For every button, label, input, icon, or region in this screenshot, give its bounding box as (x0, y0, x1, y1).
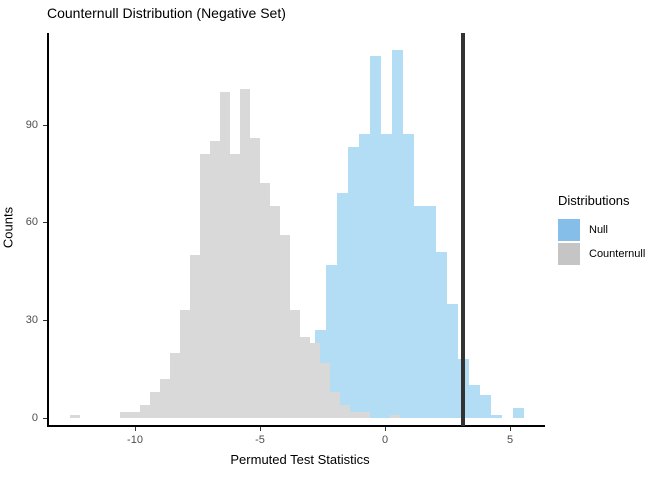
y-axis-label: Counts (0, 206, 16, 249)
histogram-bar-counternull (180, 310, 190, 418)
histogram-bar-null (447, 303, 458, 418)
legend-label-counternull: Counternull (589, 247, 646, 260)
histogram-bar-null (403, 134, 414, 418)
legend: Distributions Null Counternull (558, 193, 670, 266)
histogram-bar-counternull (200, 153, 210, 418)
histogram-bar-null (436, 251, 447, 418)
y-tick-mark (43, 125, 47, 126)
histogram-bar-null (381, 134, 392, 418)
histogram-bar-counternull (240, 88, 250, 418)
histogram-bar-counternull (330, 391, 340, 418)
histogram-bar-counternull (160, 378, 170, 418)
x-tick-label: 5 (506, 434, 514, 446)
histogram-bar-null (337, 193, 348, 418)
y-tick-label: 90 (25, 119, 38, 131)
legend-title: Distributions (558, 193, 630, 208)
histogram-bar-counternull (230, 153, 240, 418)
histogram-bar-counternull (190, 255, 200, 418)
histogram-bar-null (414, 206, 425, 418)
histogram-bar-counternull (310, 343, 320, 418)
histogram-bar-counternull (320, 362, 330, 418)
x-tick-label: -5 (255, 434, 265, 446)
x-tick-mark (385, 427, 386, 431)
histogram-bar-counternull (260, 183, 270, 418)
legend-entry-counternull: Counternull (558, 242, 670, 265)
y-axis-line (47, 33, 49, 427)
histogram-bar-counternull (140, 405, 150, 418)
histogram-bar-counternull (120, 411, 130, 418)
histogram-bar-counternull (340, 405, 350, 418)
x-tick-label: 0 (381, 434, 389, 446)
x-tick-mark (260, 427, 261, 431)
observed-statistic-line (461, 33, 465, 426)
legend-entries: Null Counternull (558, 218, 670, 265)
histogram-bar-counternull (150, 391, 160, 418)
x-tick-mark (510, 427, 511, 431)
x-axis-label: Permuted Test Statistics (230, 452, 370, 467)
histogram-bar-null (326, 264, 337, 418)
histogram-bar-counternull (360, 411, 370, 418)
histogram-bar-null (425, 206, 436, 418)
histogram-bar-counternull (210, 140, 220, 418)
histogram-bar-counternull (300, 336, 310, 418)
x-tick-label: -10 (127, 434, 143, 446)
histogram-bar-null (359, 134, 370, 418)
histogram-bar-counternull (270, 206, 280, 418)
y-tick-label: 60 (25, 216, 38, 228)
y-tick-mark (43, 418, 47, 419)
histogram-bar-null (370, 56, 381, 418)
y-tick-label: 30 (25, 314, 38, 326)
y-tick-mark (43, 320, 47, 321)
histogram-bar-counternull (70, 414, 80, 418)
histogram-bar-counternull (220, 92, 230, 418)
x-axis-line (47, 425, 545, 427)
legend-label-null: Null (589, 223, 608, 236)
histogram-bar-null (469, 385, 480, 418)
y-tick-mark (43, 222, 47, 223)
histogram-bar-counternull (280, 235, 290, 418)
histogram-bar-null (348, 147, 359, 418)
histogram-bar-null (392, 49, 403, 418)
histogram-bar-counternull (170, 352, 180, 418)
histogram-bar-null (513, 408, 524, 418)
histogram-bar-counternull (250, 137, 260, 418)
legend-key-counternull (558, 242, 580, 265)
chart-title: Counternull Distribution (Negative Set) (47, 5, 286, 21)
histogram-bar-counternull (130, 411, 140, 418)
legend-key-null (558, 218, 580, 241)
histogram-bar-counternull (290, 310, 300, 418)
y-tick-label: 0 (31, 412, 38, 424)
histogram-bar-counternull (350, 411, 360, 418)
histogram-bar-null (480, 395, 491, 418)
legend-entry-null: Null (558, 218, 670, 241)
x-tick-mark (135, 427, 136, 431)
histogram-bar-counternull (390, 414, 400, 418)
histogram-bar-null (491, 414, 502, 418)
